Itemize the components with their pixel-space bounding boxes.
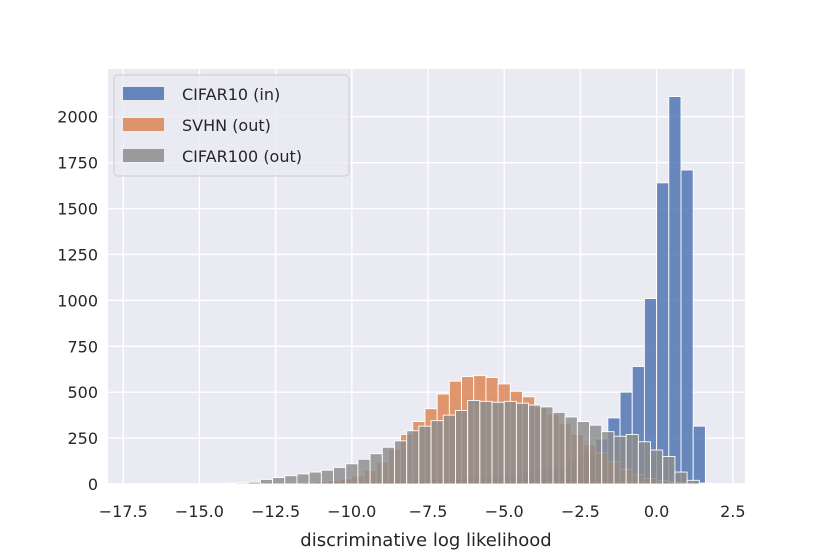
histogram-bar-cifar100 bbox=[272, 477, 286, 485]
histogram-bar-cifar10 bbox=[668, 96, 682, 485]
histogram-bar-cifar100 bbox=[235, 482, 249, 485]
histogram-bar-cifar100 bbox=[247, 481, 261, 485]
histogram-bar-cifar100 bbox=[528, 404, 542, 485]
histogram-bar-cifar100 bbox=[515, 402, 530, 485]
histogram-bar-cifar100 bbox=[320, 469, 334, 485]
histogram-bar-cifar100 bbox=[394, 440, 408, 485]
series-cifar100-bars bbox=[198, 399, 712, 485]
histogram-bar-cifar100 bbox=[406, 430, 420, 485]
y-tick-label: 1750 bbox=[57, 154, 98, 173]
histogram-bar-cifar100 bbox=[345, 463, 359, 485]
histogram-bar-cifar10 bbox=[680, 169, 694, 485]
legend-swatch-cifar100 bbox=[123, 149, 164, 162]
x-tick-label: −5.0 bbox=[485, 502, 524, 521]
histogram-bar-cifar100 bbox=[637, 441, 651, 485]
x-tick-label: −2.5 bbox=[561, 502, 600, 521]
y-tick-label: 500 bbox=[67, 383, 98, 402]
histogram-bar-cifar100 bbox=[284, 475, 298, 485]
histogram-bar-cifar100 bbox=[442, 414, 456, 485]
legend: CIFAR10 (in) SVHN (out) CIFAR100 (out) bbox=[113, 74, 350, 177]
histogram-bar-cifar100 bbox=[333, 467, 347, 485]
histogram-bar-cifar100 bbox=[467, 399, 481, 485]
x-tick-label: 2.5 bbox=[720, 502, 745, 521]
histogram-bar-cifar100 bbox=[455, 410, 469, 485]
x-tick-label: −7.5 bbox=[409, 502, 448, 521]
histogram-bar-cifar100 bbox=[625, 433, 639, 485]
legend-swatch-svhn bbox=[123, 118, 164, 131]
y-tick-label: 750 bbox=[67, 337, 98, 356]
legend-label-svhn: SVHN (out) bbox=[182, 116, 271, 135]
histogram-bar-cifar100 bbox=[662, 456, 676, 485]
histogram-bar-cifar100 bbox=[650, 449, 664, 485]
histogram-bar-cifar100 bbox=[479, 400, 493, 485]
legend-label-cifar10: CIFAR10 (in) bbox=[182, 85, 280, 104]
histogram-bars bbox=[198, 96, 712, 485]
x-axis-label: discriminative log likelihood bbox=[300, 530, 551, 551]
histogram-bar-cifar100 bbox=[564, 416, 578, 485]
histogram-bar-cifar100 bbox=[491, 401, 505, 485]
y-axis-ticks: 0 250 500 750 1000 1250 1500 1750 2000 bbox=[57, 108, 98, 494]
y-tick-label: 1000 bbox=[57, 291, 98, 310]
histogram-bar-cifar100 bbox=[552, 411, 566, 485]
legend-swatch-cifar10 bbox=[123, 87, 164, 100]
x-tick-label: −12.5 bbox=[251, 502, 300, 521]
histogram-bar-cifar10 bbox=[656, 182, 670, 485]
histogram-bar-cifar100 bbox=[540, 406, 554, 485]
histogram-bar-cifar100 bbox=[296, 473, 310, 485]
histogram-bar-cifar100 bbox=[430, 420, 444, 485]
histogram-bar-cifar100 bbox=[211, 482, 225, 485]
x-tick-label: 0.0 bbox=[644, 502, 669, 521]
histogram-bar-cifar100 bbox=[674, 471, 688, 485]
histogram-bar-cifar100 bbox=[369, 453, 383, 485]
histogram-bar-cifar100 bbox=[613, 435, 627, 485]
histogram-bar-cifar100 bbox=[308, 471, 322, 485]
histogram-bar-cifar100 bbox=[418, 425, 432, 485]
histogram-bar-cifar100 bbox=[576, 421, 591, 485]
histogram-bar-cifar100 bbox=[601, 431, 615, 485]
y-tick-label: 0 bbox=[88, 475, 98, 494]
histogram-bar-cifar100 bbox=[223, 482, 237, 485]
histogram-bar-cifar100 bbox=[259, 478, 274, 485]
legend-label-cifar100: CIFAR100 (out) bbox=[182, 147, 302, 166]
x-tick-label: −10.0 bbox=[327, 502, 376, 521]
x-tick-label: −15.0 bbox=[175, 502, 224, 521]
histogram-bar-cifar100 bbox=[357, 458, 371, 485]
histogram-bar-cifar10 bbox=[692, 425, 706, 485]
histogram-bar-cifar100 bbox=[503, 400, 517, 485]
y-tick-label: 250 bbox=[67, 429, 98, 448]
x-axis-ticks: −17.5 −15.0 −12.5 −10.0 −7.5 −5.0 −2.5 0.0 2.5 bbox=[99, 502, 746, 521]
y-tick-label: 1500 bbox=[57, 200, 98, 219]
histogram-bar-cifar100 bbox=[698, 482, 712, 485]
legend-box bbox=[113, 74, 350, 177]
y-tick-label: 2000 bbox=[57, 108, 98, 127]
histogram-bar-cifar100 bbox=[686, 479, 700, 485]
histogram-bar-cifar100 bbox=[381, 446, 395, 485]
x-tick-label: −17.5 bbox=[99, 502, 148, 521]
y-tick-label: 1250 bbox=[57, 245, 98, 264]
histogram-bar-cifar100 bbox=[589, 424, 603, 485]
